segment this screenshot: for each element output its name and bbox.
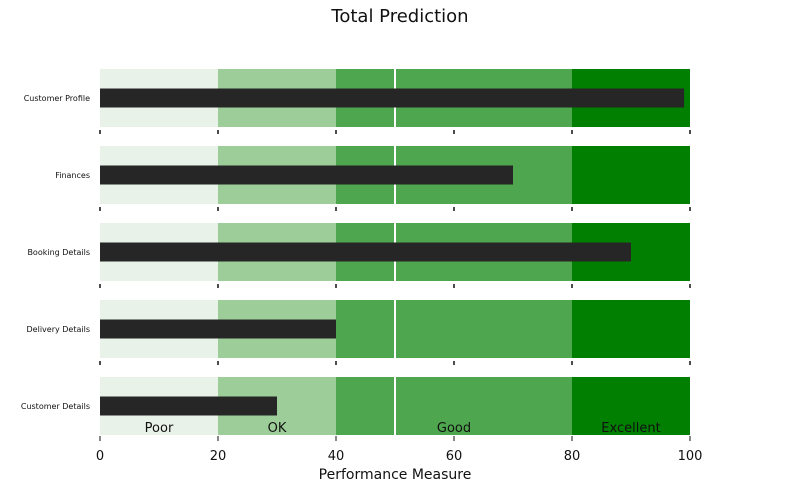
x-tick-label: 20 [210, 449, 227, 464]
x-tick-label: 40 [328, 449, 345, 464]
x-tick-label: 60 [446, 449, 463, 464]
value-bar-finances [100, 165, 513, 185]
chart-title: Total Prediction [331, 6, 469, 27]
value-bar-customer-details [100, 396, 277, 416]
range-band-good-delivery-details [336, 300, 572, 358]
x-axis-label: Performance Measure [319, 467, 472, 483]
row-label-finances: Finances [55, 171, 90, 180]
range-label-excellent: Excellent [601, 421, 660, 436]
value-bar-booking-details [100, 242, 631, 262]
range-band-excellent-delivery-details [572, 300, 690, 358]
row-label-customer-profile: Customer Profile [24, 94, 90, 103]
row-label-delivery-details: Delivery Details [27, 325, 90, 334]
range-band-excellent-customer-details [572, 377, 690, 435]
row-label-booking-details: Booking Details [27, 248, 90, 257]
range-label-ok: OK [268, 421, 287, 436]
range-band-good-customer-details [336, 377, 572, 435]
row-label-customer-details: Customer Details [21, 402, 90, 411]
x-tick-label: 100 [678, 449, 703, 464]
x-tick-label: 80 [564, 449, 581, 464]
value-bar-delivery-details [100, 319, 336, 339]
x-tick-label: 0 [96, 449, 104, 464]
value-bar-customer-profile [100, 88, 685, 108]
range-label-good: Good [437, 421, 471, 436]
range-label-poor: Poor [145, 421, 174, 436]
range-band-excellent-finances [572, 146, 690, 204]
